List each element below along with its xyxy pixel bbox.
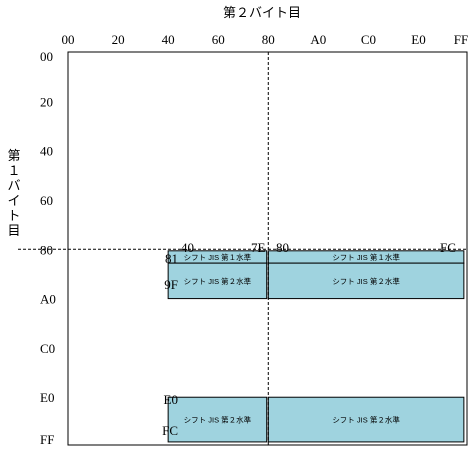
x-tick-label: 00: [62, 32, 75, 47]
boundary-label-trail-high-first: 80: [276, 240, 289, 255]
y-tick-label: 20: [40, 94, 53, 109]
x-tick-label: FF: [454, 32, 468, 47]
y-tick-label: E0: [40, 390, 54, 405]
y-tick-label: 00: [40, 49, 53, 64]
y-tick-labels: 00 20 40 60 80 A0 C0 E0 FF: [40, 49, 56, 447]
plot-frame: [67, 51, 468, 446]
x-tick-label: 40: [162, 32, 175, 47]
y-tick-label: FF: [40, 432, 54, 447]
x-tick-label: C0: [361, 32, 376, 47]
x-axis-title: 第２バイト目: [223, 5, 301, 20]
region-level1-high: シフト JIS 第１水準: [267, 250, 465, 264]
region-label: シフト JIS 第１水準: [332, 252, 400, 262]
x-tick-label: 80: [262, 32, 275, 47]
y-axis-title-char: ト: [7, 208, 20, 223]
x-tick-label: 60: [212, 32, 225, 47]
boundary-label-trail-high-last: FC: [440, 240, 456, 255]
region-label: シフト JIS 第１水準: [184, 252, 252, 262]
region-label: シフト JIS 第２水準: [332, 415, 400, 425]
boundary-label-lead-last: 9F: [164, 277, 178, 292]
region-box: [167, 396, 268, 443]
y-tick-label: 40: [40, 144, 53, 159]
y-axis-title-char: 目: [7, 223, 20, 238]
region-level2-low: シフト JIS 第２水準: [167, 262, 268, 300]
x-tick-label: 20: [112, 32, 125, 47]
boundary-label-lead-first: 81: [165, 251, 178, 266]
boundary-label-trail-low-first: 40: [181, 240, 194, 255]
y-axis-title-char: １: [7, 163, 20, 178]
region-label: シフト JIS 第２水準: [184, 415, 252, 425]
boundary-label-lead2-first: E0: [164, 392, 178, 407]
y-axis-title-char: 第: [7, 148, 20, 163]
region-level1-low: シフト JIS 第１水準: [167, 250, 268, 264]
region-lead2-high: シフト JIS 第２水準: [267, 396, 465, 443]
y-tick-label: C0: [40, 341, 55, 356]
x-tick-label: E0: [411, 32, 425, 47]
y-tick-label: A0: [40, 292, 56, 307]
y-axis-title-char: イ: [7, 193, 20, 208]
boundary-label-trail-low-last: 7E: [251, 240, 266, 255]
region-label: シフト JIS 第２水準: [332, 276, 400, 286]
region-box: [267, 396, 465, 443]
y-tick-label: 60: [40, 193, 53, 208]
x-tick-label: A0: [310, 32, 326, 47]
y-axis-title-char: バ: [7, 178, 20, 193]
region-label: シフト JIS 第２水準: [184, 276, 252, 286]
region-box: [267, 262, 465, 300]
region-lead2-low: シフト JIS 第２水準: [167, 396, 268, 443]
region-level2-high: シフト JIS 第２水準: [267, 262, 465, 300]
boundary-label-lead2-last: FC: [162, 423, 178, 438]
region-box: [167, 262, 268, 300]
x-tick-labels: 00 20 40 60 80 A0 C0 E0 FF: [62, 32, 469, 47]
y-tick-label: 80: [40, 242, 53, 257]
